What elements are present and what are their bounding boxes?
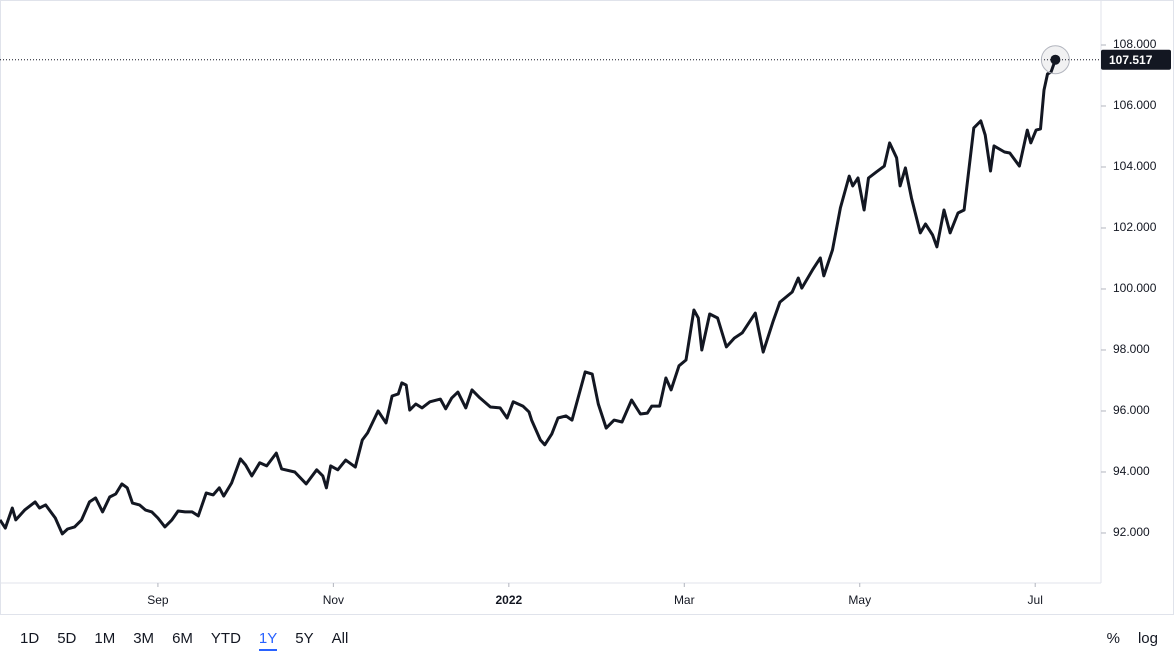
range-button[interactable]: 1Y [258,626,278,651]
toolbar: 1D 5D 1M 3M 6M YTD 1Y 5Y All% log [0,615,1174,661]
x-tick-label: 2022 [495,593,522,607]
scale-button[interactable]: log [1137,629,1158,647]
x-tick-label: Nov [323,593,344,607]
y-tick-label: 106.000 [1113,98,1157,112]
y-tick-label: 92.000 [1113,525,1150,539]
x-tick-label: May [848,593,871,607]
y-tick-label: 98.000 [1113,342,1150,356]
y-tick-label: 104.000 [1113,159,1157,173]
y-tick-label: 96.000 [1113,403,1150,417]
range-button[interactable]: 5D [57,629,77,647]
chart: 92.000 94.000 96.000 98.000 100.000 102.000 10… [0,0,1174,615]
last-price-label: 107.517 [1109,53,1153,67]
y-tick-label: 100.000 [1113,281,1157,295]
x-tick-label: Sep [147,593,169,607]
price-line [0,59,1057,536]
scale-button[interactable]: % [1106,629,1120,647]
range-button[interactable]: 1M [94,629,116,647]
last-point [1050,54,1061,65]
y-tick-label: 102.000 [1113,220,1157,234]
y-tick-label: 94.000 [1113,464,1150,478]
range-button[interactable]: 3M [133,629,155,647]
y-tick-label: 108.000 [1113,37,1157,51]
range-button[interactable]: 1D [20,629,40,647]
frame [0,0,1174,615]
last-price-badge [1101,49,1171,70]
range-button[interactable]: All [331,629,349,647]
x-tick-label: Mar [674,593,695,607]
range-button[interactable]: 5Y [295,629,314,647]
range-button[interactable]: YTD [210,629,241,647]
x-tick-label: Jul [1028,593,1043,607]
scale-options: % log [1107,630,1158,647]
range-button[interactable]: 6M [172,629,193,647]
